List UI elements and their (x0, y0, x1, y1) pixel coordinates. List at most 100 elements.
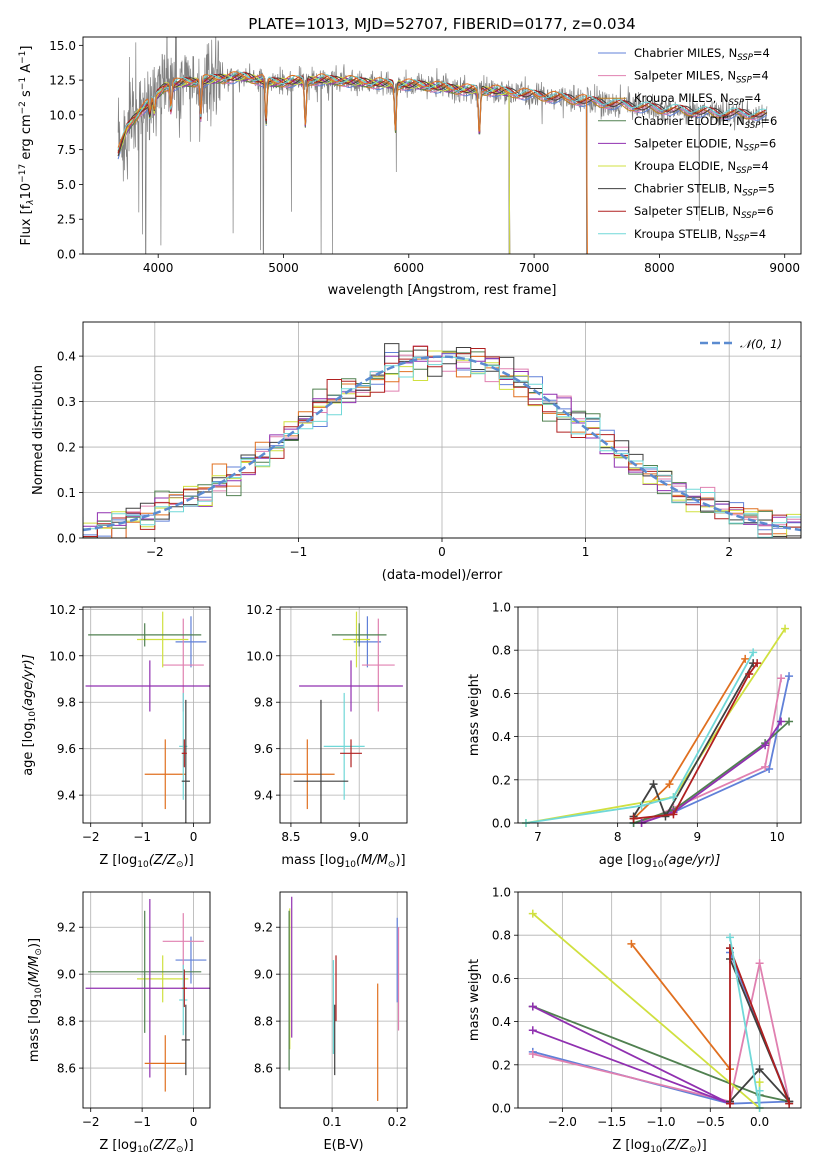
weight-marker (669, 793, 678, 802)
x-axis-label: age [log10(age/yr)] (599, 853, 721, 870)
plot-frame (279, 606, 408, 824)
x-tick-label: 0 (190, 830, 198, 844)
y-tick-label: 8.8 (254, 1015, 273, 1029)
weight-marker (726, 933, 735, 942)
weight-marker (745, 669, 754, 678)
weight-series-line (641, 720, 782, 824)
legend-entry: Chabrier MILES, NSSP=4 (634, 46, 770, 63)
x-axis-label: E(B-V) (323, 1138, 363, 1153)
error-bar-point (181, 1004, 190, 1076)
x-tick-label: 2 (725, 545, 733, 559)
weight-series-line (633, 662, 758, 820)
weight-marker (627, 939, 636, 948)
legend-entry: Chabrier STELIB, NSSP=5 (634, 182, 775, 199)
error-bar-point (280, 739, 335, 810)
y-tick-label: 1.0 (492, 886, 511, 900)
weight-marker (785, 717, 794, 726)
weight-marker (777, 717, 786, 726)
weight-marker (749, 648, 758, 657)
weight-lines (521, 624, 794, 827)
weight-marker (528, 909, 537, 918)
x-tick-label: 8.5 (281, 830, 300, 844)
legend-entry: Kroupa STELIB, NSSP=4 (634, 227, 766, 244)
weight-marker (528, 1050, 537, 1058)
error-bar-point (175, 616, 207, 668)
y-tick-label: 0.4 (492, 730, 511, 744)
y-tick-label: 0.0 (492, 817, 511, 831)
y-tick-label: 8.6 (254, 1062, 273, 1076)
error-bar-point (88, 623, 202, 647)
y-tick-label: 1.0 (492, 601, 511, 615)
x-tick-label: 4000 (143, 261, 174, 275)
y-tick-label: 0.8 (492, 929, 511, 943)
y-tick-label: 0.8 (492, 644, 511, 658)
x-tick-label: 0.2 (388, 1115, 407, 1129)
error-bars (85, 611, 210, 823)
weight-series-line (641, 678, 782, 824)
plot-frame (82, 36, 802, 255)
x-tick-label: −1 (290, 545, 308, 559)
x-tick-label: −1 (133, 1115, 151, 1129)
error-bar-point (342, 611, 371, 668)
x-tick-label: 9000 (769, 261, 800, 275)
model-series-line (117, 74, 768, 153)
y-tick-label: 10.0 (49, 649, 76, 663)
plot-frame (517, 606, 802, 824)
spectrum-legend: Chabrier MILES, NSSP=4 Salpeter MILES, NS… (598, 46, 777, 244)
plot-frame (279, 891, 408, 1109)
error-bar-point (323, 692, 365, 800)
error-bar-point (181, 699, 190, 823)
y-tick-label: 0.4 (57, 350, 76, 364)
y-axis-label: age [log10(age/yr)] (21, 654, 38, 776)
x-tick-label: 0 (190, 1115, 198, 1129)
error-bar-point (181, 739, 187, 768)
y-tick-label: 9.8 (57, 696, 76, 710)
x-tick-label: 1 (582, 545, 590, 559)
y-tick-label: 0.3 (57, 395, 76, 409)
error-bars (280, 611, 403, 823)
y-tick-label: 9.2 (57, 921, 76, 935)
legend-entry: Kroupa MILES, NSSP=4 (634, 91, 761, 108)
histograms (83, 343, 801, 538)
y-tick-label: 10.2 (49, 603, 76, 617)
legend-entry: Salpeter MILES, NSSP=4 (634, 69, 769, 86)
weight-series-line (532, 963, 791, 1103)
spectrum-panel: PLATE=1013, MJD=52707, FIBERID=0177, z=0… (18, 15, 802, 298)
legend-entry: Salpeter ELODIE, NSSP=6 (634, 136, 776, 153)
weight-marker (785, 672, 794, 681)
x-axis-label: Z [log10(Z/Z⊙)] (99, 853, 193, 870)
weight-marker (649, 780, 658, 789)
y-tick-label: 9.6 (57, 742, 76, 756)
weight-marker (528, 1026, 537, 1035)
error-bar-point (299, 660, 403, 712)
x-tick-label: 7000 (519, 261, 550, 275)
y-tick-label: 9.4 (254, 789, 273, 803)
weight-vs-metallicity-panel: −2.0 −1.5 −1.0 −0.5 0.0 0.0 0.2 0.4 0.6 0.8 1.0 Z [… (467, 886, 802, 1155)
y-tick-label: 10.0 (246, 649, 273, 663)
x-tick-label: −2 (82, 1115, 100, 1129)
error-bar-point (181, 969, 187, 1008)
x-tick-label: −2 (82, 830, 100, 844)
weight-series-line (525, 628, 786, 824)
x-axis-label: Z [log10(Z/Z⊙)] (612, 1138, 706, 1155)
x-tick-label: −1.5 (597, 1115, 626, 1129)
legend-entry: Salpeter STELIB, NSSP=6 (634, 204, 774, 221)
x-axis-label: mass [log10(M/M⊙)] (281, 853, 405, 870)
y-tick-label: 0.2 (492, 773, 511, 787)
y-tick-label: 10.0 (49, 108, 76, 122)
x-tick-label: 0 (438, 545, 446, 559)
y-tick-label: 8.8 (57, 1015, 76, 1029)
y-tick-label: 0.2 (492, 1058, 511, 1072)
legend-entry: Chabrier ELODIE, NSSP=6 (634, 114, 777, 131)
x-tick-label: −2 (146, 545, 164, 559)
error-bar-point (85, 660, 210, 712)
weight-marker (741, 654, 750, 663)
x-tick-label: 8000 (644, 261, 675, 275)
weight-series-line (532, 912, 761, 1110)
y-tick-label: 10.2 (246, 603, 273, 617)
x-axis-label: (data-model)/error (382, 568, 503, 583)
y-tick-label: 5.0 (57, 178, 76, 192)
y-tick-label: 2.5 (57, 213, 76, 227)
x-tick-label: −1 (133, 830, 151, 844)
x-axis-label: Z [log10(Z/Z⊙)] (99, 1138, 193, 1155)
